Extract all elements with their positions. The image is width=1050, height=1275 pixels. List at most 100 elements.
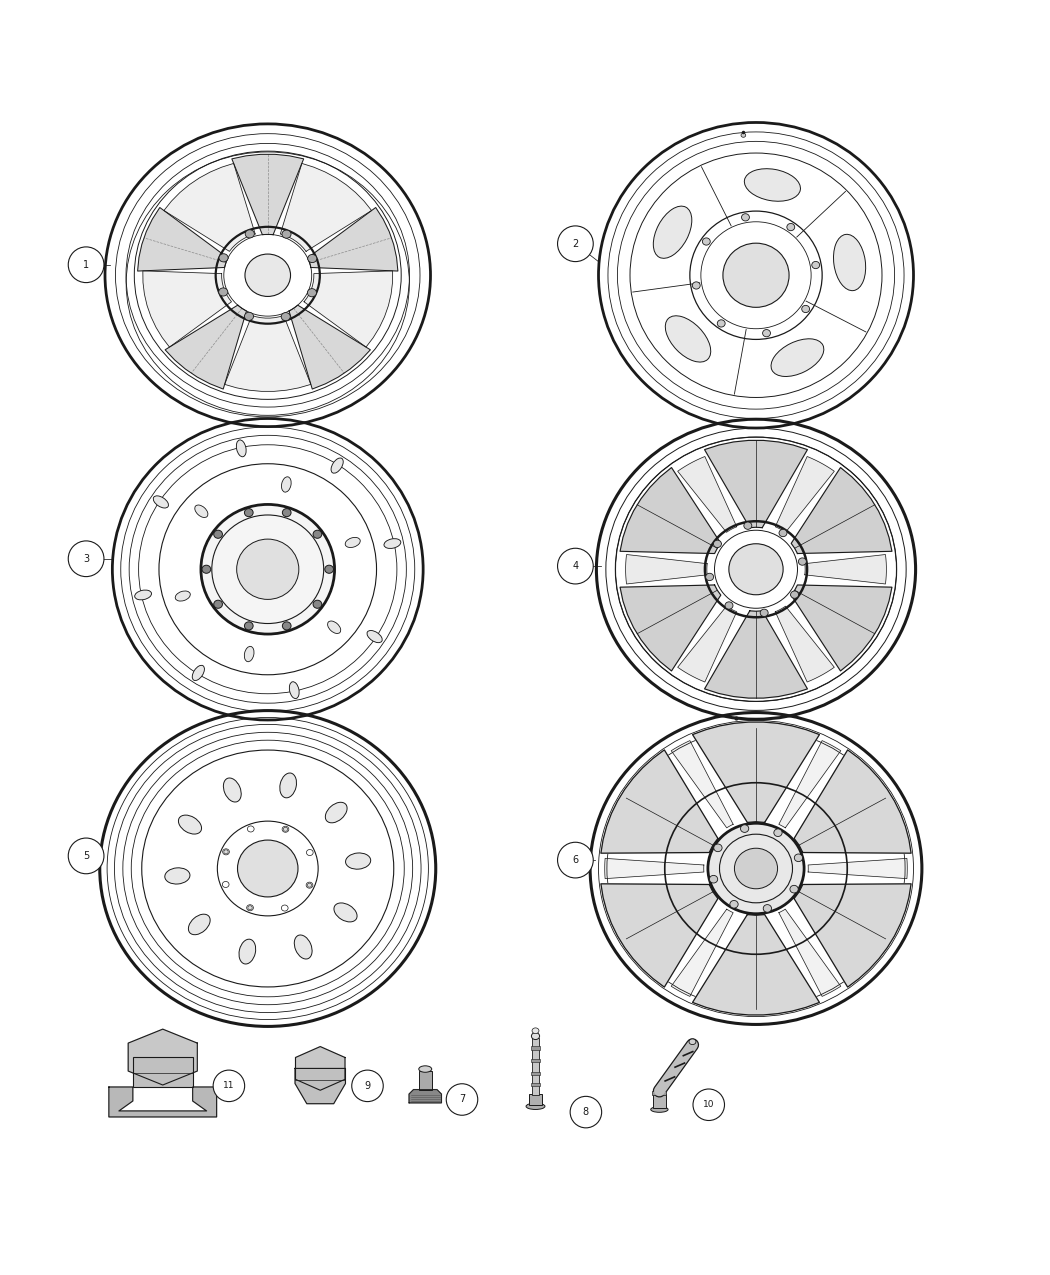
Polygon shape xyxy=(626,555,708,584)
Polygon shape xyxy=(601,750,718,853)
Text: 7: 7 xyxy=(459,1094,465,1104)
Ellipse shape xyxy=(729,543,783,594)
Polygon shape xyxy=(671,909,733,996)
Polygon shape xyxy=(677,606,737,682)
Ellipse shape xyxy=(790,885,798,892)
Ellipse shape xyxy=(689,1039,696,1044)
Ellipse shape xyxy=(384,538,401,548)
Ellipse shape xyxy=(201,505,335,634)
Ellipse shape xyxy=(730,900,738,908)
Ellipse shape xyxy=(178,815,202,834)
Ellipse shape xyxy=(702,238,710,245)
Polygon shape xyxy=(779,741,841,827)
Ellipse shape xyxy=(313,601,321,608)
Circle shape xyxy=(558,843,593,878)
Text: 4: 4 xyxy=(572,561,579,571)
Ellipse shape xyxy=(134,590,151,599)
Ellipse shape xyxy=(245,509,253,516)
Polygon shape xyxy=(671,741,733,827)
Circle shape xyxy=(352,1070,383,1102)
Text: 5: 5 xyxy=(83,850,89,861)
Ellipse shape xyxy=(246,230,254,238)
Ellipse shape xyxy=(722,244,790,307)
Ellipse shape xyxy=(236,440,246,456)
Polygon shape xyxy=(792,468,891,553)
Ellipse shape xyxy=(526,1103,545,1109)
Ellipse shape xyxy=(282,826,289,833)
Ellipse shape xyxy=(245,646,254,662)
Text: 1: 1 xyxy=(83,260,89,270)
Polygon shape xyxy=(794,884,911,987)
Circle shape xyxy=(558,226,593,261)
Bar xyxy=(531,1072,541,1075)
Polygon shape xyxy=(295,1047,345,1090)
Ellipse shape xyxy=(245,622,253,630)
Bar xyxy=(528,1094,543,1104)
Polygon shape xyxy=(128,1029,197,1085)
Ellipse shape xyxy=(248,826,254,833)
Polygon shape xyxy=(621,585,720,671)
Ellipse shape xyxy=(308,288,316,297)
Ellipse shape xyxy=(307,849,313,856)
Ellipse shape xyxy=(717,320,726,328)
Ellipse shape xyxy=(798,558,806,565)
Text: 3: 3 xyxy=(83,553,89,564)
Polygon shape xyxy=(779,909,841,996)
Ellipse shape xyxy=(744,168,800,201)
Polygon shape xyxy=(289,305,371,389)
Ellipse shape xyxy=(692,282,700,289)
Ellipse shape xyxy=(786,223,795,231)
Polygon shape xyxy=(605,858,704,878)
Ellipse shape xyxy=(771,339,824,376)
Polygon shape xyxy=(225,315,311,391)
Text: 10: 10 xyxy=(704,1100,714,1109)
Polygon shape xyxy=(677,456,737,532)
Circle shape xyxy=(446,1084,478,1116)
Ellipse shape xyxy=(774,829,782,836)
Ellipse shape xyxy=(760,609,769,617)
Ellipse shape xyxy=(188,914,210,935)
Ellipse shape xyxy=(202,565,211,574)
Polygon shape xyxy=(165,305,247,389)
Polygon shape xyxy=(109,1088,216,1117)
Ellipse shape xyxy=(802,306,810,312)
Polygon shape xyxy=(705,611,807,699)
Ellipse shape xyxy=(345,538,360,547)
Bar xyxy=(531,1047,541,1049)
Ellipse shape xyxy=(239,940,256,964)
Polygon shape xyxy=(775,456,835,532)
Ellipse shape xyxy=(284,827,288,831)
Ellipse shape xyxy=(237,840,298,896)
Bar xyxy=(653,1094,666,1108)
Ellipse shape xyxy=(706,574,714,580)
Circle shape xyxy=(693,1089,724,1121)
Ellipse shape xyxy=(245,254,291,297)
Ellipse shape xyxy=(313,530,321,538)
Ellipse shape xyxy=(281,905,288,912)
Bar xyxy=(132,1057,193,1088)
Ellipse shape xyxy=(247,905,253,910)
Text: 9: 9 xyxy=(364,1081,371,1091)
Ellipse shape xyxy=(224,850,228,854)
Bar xyxy=(531,1082,541,1086)
Ellipse shape xyxy=(282,622,291,630)
Ellipse shape xyxy=(290,682,299,699)
Bar xyxy=(531,1060,541,1062)
Circle shape xyxy=(570,1096,602,1128)
Ellipse shape xyxy=(531,1033,540,1039)
Ellipse shape xyxy=(532,1028,539,1034)
Ellipse shape xyxy=(328,621,340,634)
Ellipse shape xyxy=(779,529,788,537)
Ellipse shape xyxy=(834,235,865,291)
Ellipse shape xyxy=(223,849,229,854)
Ellipse shape xyxy=(741,214,750,221)
Bar xyxy=(531,1038,540,1095)
Ellipse shape xyxy=(651,1107,668,1112)
Ellipse shape xyxy=(281,312,290,321)
Polygon shape xyxy=(804,555,886,584)
Ellipse shape xyxy=(324,565,334,574)
Polygon shape xyxy=(410,1090,441,1103)
Text: 6: 6 xyxy=(572,856,579,866)
Circle shape xyxy=(213,1070,245,1102)
Ellipse shape xyxy=(419,1066,432,1072)
